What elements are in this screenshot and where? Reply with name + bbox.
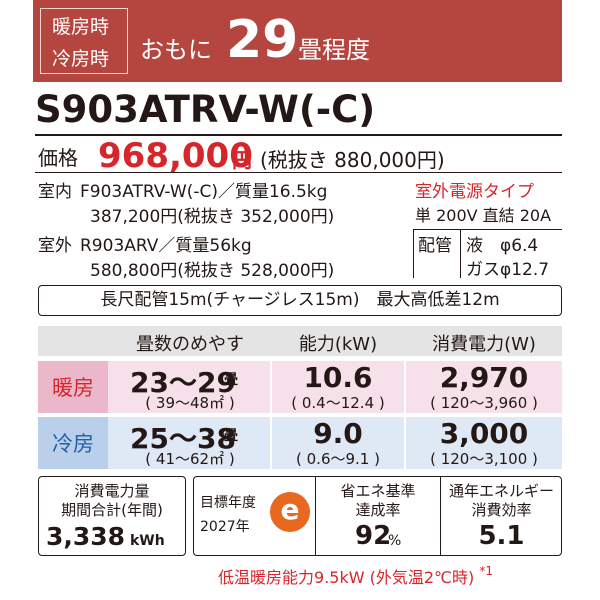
cell-divider — [270, 417, 272, 469]
footnote: 低温暖房能力9.5kW (外気温2℃時) *1 — [218, 564, 493, 588]
power: 2,970 — [439, 361, 529, 394]
power-range: ( 120～3,100 ) — [430, 450, 538, 468]
cool-label-cell — [38, 417, 108, 469]
unit-label: 室内 — [38, 182, 72, 202]
achievement-title: 省エネ基準 — [340, 482, 416, 500]
header-suffix: 畳程度 — [298, 36, 370, 64]
header-bar — [33, 0, 562, 82]
unit-price: 387,200円(税抜き 352,000円) — [90, 207, 335, 227]
header-prefix: おもに — [140, 36, 212, 64]
capacity: 9.0 — [313, 417, 363, 450]
table-heading: 畳数のめやす — [136, 334, 244, 355]
tatami-range: 23～29 — [130, 366, 236, 399]
season-box — [40, 8, 128, 74]
cell-divider — [404, 361, 406, 413]
achievement-value: 92 — [355, 521, 392, 551]
unit-spec: F903ATRV-W(-C)／質量16.5kg — [80, 182, 328, 202]
piping-divider — [460, 229, 461, 278]
price-unit: 円 — [232, 148, 252, 172]
row-mode: 暖房 — [52, 376, 94, 400]
piping-bracket — [413, 229, 562, 278]
heat-label-cell — [38, 361, 108, 413]
energy-box — [38, 476, 186, 556]
tatami-unit: 畳 — [224, 372, 238, 388]
header-tatami: 29 — [226, 10, 299, 70]
model: S903ATRV-W(-C) — [35, 88, 376, 131]
cool-row — [38, 417, 562, 469]
cell-divider — [404, 417, 406, 469]
tatami-range: 25～38 — [130, 422, 236, 455]
price-tax: (税抜き 880,000円) — [260, 148, 445, 172]
table-heading: 能力(kW) — [298, 334, 378, 355]
efficiency-value: 5.1 — [478, 521, 525, 551]
power-range: ( 120～3,960 ) — [430, 394, 538, 412]
table-header — [38, 326, 562, 356]
tatami-unit: 畳 — [224, 428, 238, 444]
e-logo: e — [270, 492, 310, 532]
piping-note: 長尺配管15m(チャージレス15m) 最大高低差12m — [38, 285, 562, 316]
area-range: ( 41～62㎡ ) — [145, 450, 235, 468]
label-box — [193, 476, 562, 556]
piping-gas: ガスφ12.7 — [466, 260, 550, 280]
box-divider — [440, 476, 441, 556]
heat-row — [38, 361, 562, 413]
capacity-range: ( 0.4～12.4 ) — [291, 394, 385, 412]
footnote-mark: *1 — [479, 564, 493, 578]
box-divider — [315, 476, 316, 556]
season-heat: 暖房時 — [52, 16, 110, 38]
energy-unit: kWh — [130, 533, 165, 549]
rule — [35, 172, 562, 173]
season-cool: 冷房時 — [52, 48, 110, 70]
footnote-text: 低温暖房能力9.5kW (外気温2℃時) — [218, 568, 475, 587]
efficiency-title: 通年エネルギー — [448, 482, 554, 500]
price-label: 価格 — [38, 146, 78, 170]
energy-title: 期間合計(年間) — [61, 501, 163, 519]
area-range: ( 39～48㎡ ) — [145, 394, 235, 412]
row-mode: 冷房 — [52, 432, 94, 456]
rule — [35, 134, 562, 136]
power-spec: 単 200V 直結 20A — [415, 206, 552, 225]
target-year: 2027年 — [200, 519, 250, 535]
unit-spec: R903ARV／質量56kg — [80, 236, 252, 256]
unit-label: 室外 — [38, 236, 72, 256]
efficiency-title: 消費効率 — [471, 501, 532, 519]
energy-title: 消費電力量 — [74, 482, 150, 500]
table-heading: 消費電力(W) — [432, 334, 536, 355]
achievement-unit: % — [388, 533, 402, 549]
capacity-range: ( 0.6～9.1 ) — [296, 450, 380, 468]
achievement-title: 達成率 — [355, 501, 401, 519]
cell-divider — [270, 361, 272, 413]
energy-value: 3,338 — [46, 522, 126, 551]
unit-price: 580,800円(税抜き 528,000円) — [90, 261, 335, 281]
piping-liquid: 液 φ6.4 — [466, 236, 539, 256]
power-title: 室外電源タイプ — [415, 182, 534, 202]
capacity: 10.6 — [303, 361, 373, 394]
piping-label: 配管 — [418, 236, 452, 256]
price-amount: 968,000 — [98, 136, 253, 176]
target-label: 目標年度 — [200, 495, 256, 511]
power: 3,000 — [439, 417, 529, 450]
